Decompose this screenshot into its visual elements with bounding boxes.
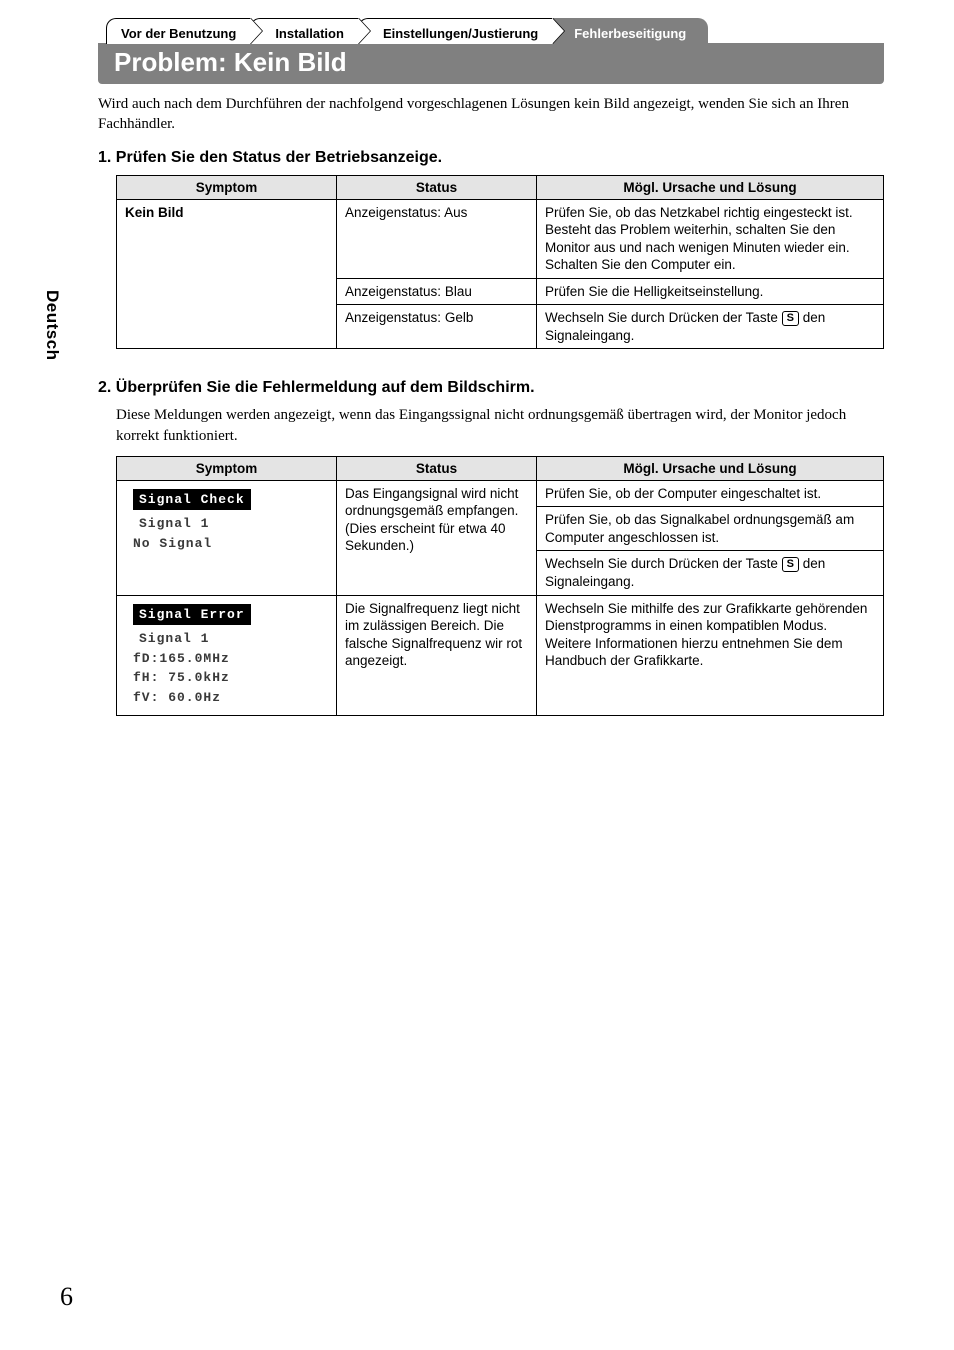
osd-body: Signal 1 No Signal [133,510,320,553]
table-section1: Symptom Status Mögl. Ursache und Lösung … [116,175,884,350]
osd-signal-error: Signal Error Signal 1 fD:165.0MHz fH: 75… [133,604,320,708]
tab-installation[interactable]: Installation [250,18,359,44]
tab-label: Einstellungen/Justierung [383,26,538,41]
cell-symptom: Kein Bild [117,199,337,349]
cell-cause: Prüfen Sie, ob das Signalkabel ordnungsg… [537,507,884,551]
tab-label: Vor der Benutzung [121,26,236,41]
table-header-row: Symptom Status Mögl. Ursache und Lösung [117,456,884,480]
osd-signal-check: Signal Check Signal 1 No Signal [133,489,320,554]
cell-symptom: Signal Error Signal 1 fD:165.0MHz fH: 75… [117,595,337,716]
cell-cause: Wechseln Sie durch Drücken der Taste S d… [537,305,884,349]
cell-cause: Wechseln Sie durch Drücken der Taste S d… [537,551,884,595]
th-cause: Mögl. Ursache und Lösung [537,175,884,199]
cause-pre: Wechseln Sie durch Drücken der Taste [545,556,782,571]
th-status: Status [337,456,537,480]
table-header-row: Symptom Status Mögl. Ursache und Lösung [117,175,884,199]
tabs-and-title: Vor der Benutzung Installation Einstellu… [98,18,884,80]
th-status: Status [337,175,537,199]
tab-troubleshooting[interactable]: Fehlerbeseitigung [552,18,708,44]
page-number: 6 [60,1282,73,1312]
cell-status: Anzeigenstatus: Aus [337,199,537,278]
page-title: Problem: Kein Bild [98,43,884,84]
key-s-icon: S [782,557,799,572]
tab-before-use[interactable]: Vor der Benutzung [106,18,251,44]
cell-symptom: Signal Check Signal 1 No Signal [117,480,337,595]
tab-label: Installation [275,26,344,41]
osd-line: Signal 1 [139,514,320,534]
th-symptom: Symptom [117,175,337,199]
th-symptom: Symptom [117,456,337,480]
osd-line: Signal 1 [139,629,320,649]
th-cause: Mögl. Ursache und Lösung [537,456,884,480]
osd-body: Signal 1 fD:165.0MHz fH: 75.0kHz fV: 60.… [133,625,320,707]
cell-cause: Wechseln Sie mithilfe des zur Grafikkart… [537,595,884,716]
table-row: Signal Check Signal 1 No Signal Das Eing… [117,480,884,507]
cell-status: Das Eingangsignal wird nicht ordnungsgem… [337,480,537,595]
key-s-icon: S [782,311,799,326]
intro-text: Wird auch nach dem Durchführen der nachf… [98,94,884,135]
table-section2: Symptom Status Mögl. Ursache und Lösung … [116,456,884,716]
osd-line: fD:165.0MHz [133,649,320,669]
cell-status: Die Signalfrequenz liegt nicht im zuläss… [337,595,537,716]
section2-heading: 2. Überprüfen Sie die Fehlermeldung auf … [98,379,884,397]
osd-title: Signal Error [133,604,251,626]
cell-status: Anzeigenstatus: Blau [337,278,537,305]
osd-line: No Signal [133,534,320,554]
cell-cause: Prüfen Sie, ob das Netzkabel richtig ein… [537,199,884,278]
osd-line: fH: 75.0kHz [133,668,320,688]
tab-row: Vor der Benutzung Installation Einstellu… [106,18,884,44]
osd-title: Signal Check [133,489,251,511]
table-row: Signal Error Signal 1 fD:165.0MHz fH: 75… [117,595,884,716]
osd-line: fV: 60.0Hz [133,688,320,708]
page-content: Vor der Benutzung Installation Einstellu… [98,0,884,716]
cell-cause: Prüfen Sie die Helligkeitseinstellung. [537,278,884,305]
tab-label: Fehlerbeseitigung [574,26,686,41]
language-side-label: Deutsch [42,290,62,361]
cell-cause: Prüfen Sie, ob der Computer eingeschalte… [537,480,884,507]
cell-status: Anzeigenstatus: Gelb [337,305,537,349]
table-row: Kein Bild Anzeigenstatus: Aus Prüfen Sie… [117,199,884,278]
section1-heading: 1. Prüfen Sie den Status der Betriebsanz… [98,149,884,167]
tab-settings[interactable]: Einstellungen/Justierung [358,18,553,44]
symptom-text: Kein Bild [125,205,184,220]
section2-intro: Diese Meldungen werden angezeigt, wenn d… [116,405,884,446]
cause-pre: Wechseln Sie durch Drücken der Taste [545,310,782,325]
